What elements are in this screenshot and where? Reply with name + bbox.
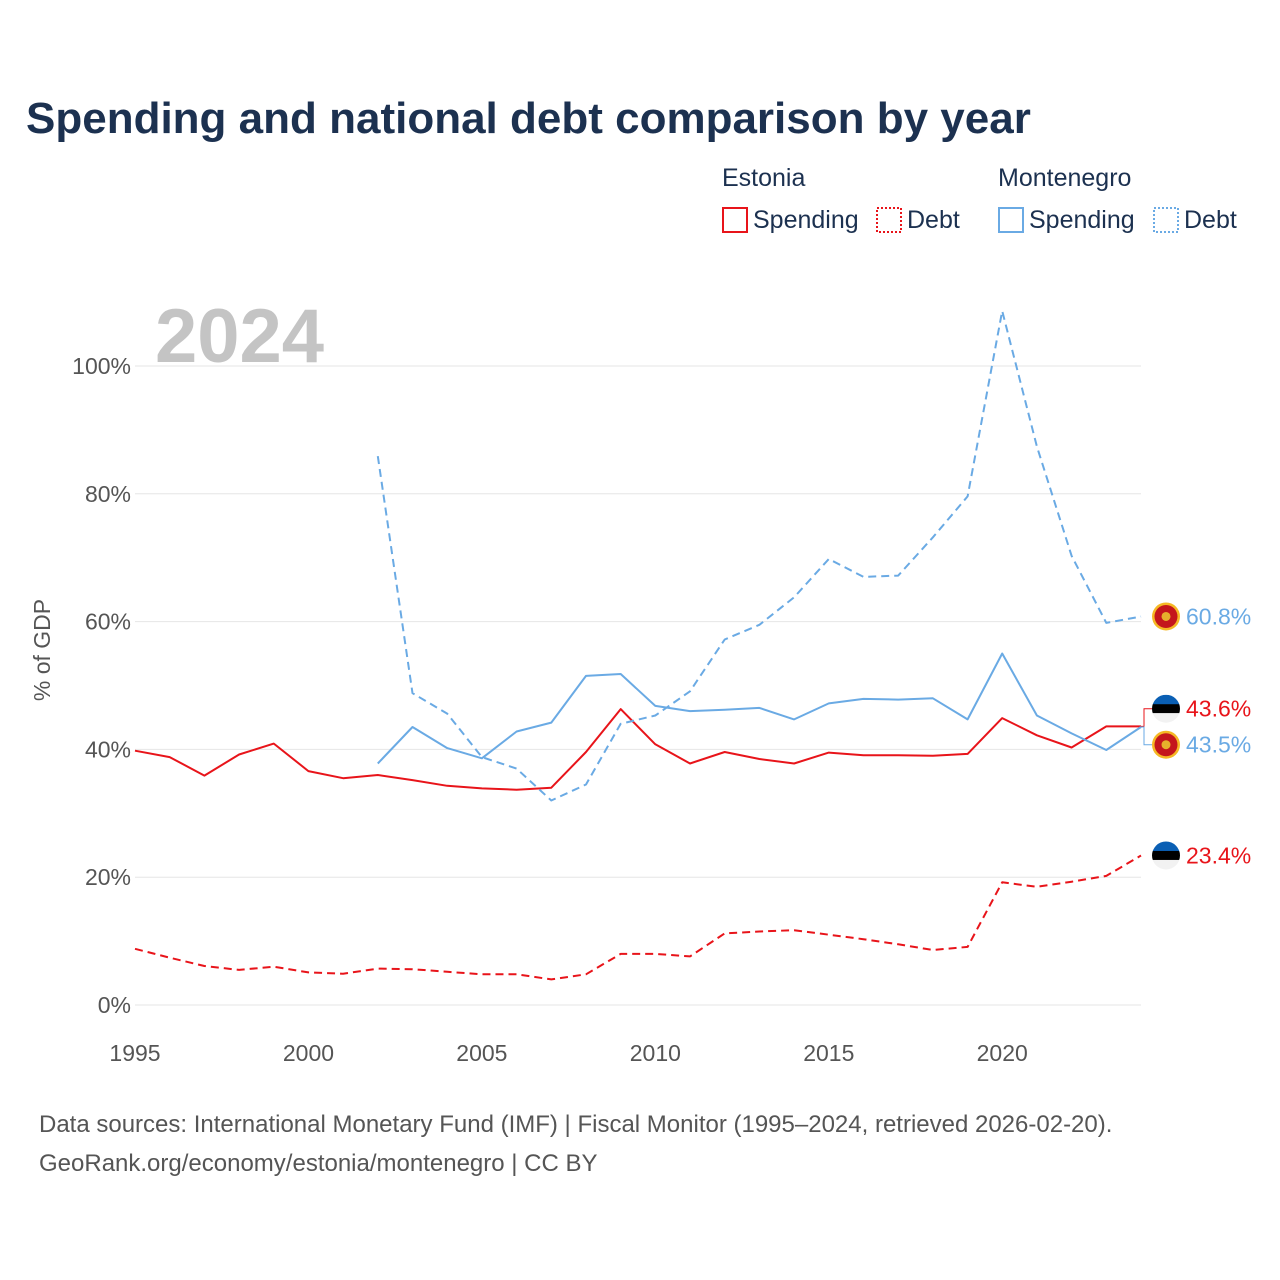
estonia-flag-icon bbox=[1152, 694, 1180, 723]
estonia-flag-icon bbox=[1152, 841, 1180, 870]
y-tick-label-80: 80% bbox=[85, 481, 131, 507]
end-label-connectors bbox=[1141, 708, 1152, 746]
flag-stripes bbox=[1152, 841, 1180, 870]
series-line-montenegro-debt bbox=[376, 310, 1142, 802]
x-tick-labels: 1995 2000 2005 2010 2015 2020 bbox=[109, 1040, 1027, 1066]
connector-montenegro-spending bbox=[1141, 726, 1152, 746]
y-tick-label-20: 20% bbox=[85, 864, 131, 890]
flag-stripe-blue bbox=[1152, 694, 1180, 705]
legend-label-montenegro-debt[interactable]: Debt bbox=[1184, 206, 1237, 234]
x-tick-label-2000: 2000 bbox=[283, 1040, 334, 1066]
flag-stripes bbox=[1152, 694, 1180, 723]
x-tick-label-2015: 2015 bbox=[803, 1040, 854, 1066]
x-tick-label-2005: 2005 bbox=[456, 1040, 507, 1066]
legend-swatch-estonia-spending bbox=[722, 207, 748, 233]
y-tick-label-60: 60% bbox=[85, 609, 131, 635]
series-line-montenegro-spending bbox=[377, 652, 1142, 765]
legend-label-estonia-spending[interactable]: Spending bbox=[753, 206, 859, 234]
montenegro-flag-icon bbox=[1152, 730, 1180, 759]
flag-emblem bbox=[1161, 740, 1171, 750]
end-label-estonia-debt: 23.4% bbox=[1186, 842, 1251, 868]
end-label-montenegro-spending: 43.5% bbox=[1186, 732, 1251, 758]
y-tick-label-100: 100% bbox=[72, 353, 131, 379]
connector-estonia-spending bbox=[1141, 708, 1152, 727]
series-line-estonia-spending bbox=[134, 708, 1141, 791]
year-watermark: 2024 bbox=[155, 294, 324, 379]
y-axis-label: % of GDP bbox=[29, 599, 55, 701]
montenegro-flag-icon bbox=[1152, 602, 1180, 631]
legend-swatch-montenegro-spending bbox=[998, 207, 1024, 233]
legend-label-estonia-debt[interactable]: Debt bbox=[907, 206, 960, 234]
flag-stripe-black bbox=[1152, 704, 1180, 714]
flag-emblem bbox=[1161, 611, 1171, 621]
flag-stripe-blue bbox=[1152, 841, 1180, 852]
end-label-estonia-spending: 43.6% bbox=[1186, 696, 1251, 722]
legend-swatch-montenegro-debt bbox=[1153, 207, 1179, 233]
source-line-2[interactable]: GeoRank.org/economy/estonia/montenegro |… bbox=[39, 1150, 598, 1177]
end-label-montenegro-debt: 60.8% bbox=[1186, 603, 1251, 629]
legend: Estonia Spending Debt Montenegro Spendin… bbox=[722, 164, 1237, 234]
end-labels: 43.6% 23.4% 43.5% 60.8% bbox=[1186, 603, 1251, 868]
flag-stripe-black bbox=[1152, 850, 1180, 860]
series-lines bbox=[134, 310, 1142, 981]
source-line-1: Data sources: International Monetary Fun… bbox=[39, 1111, 1112, 1138]
legend-country-estonia: Estonia bbox=[722, 164, 805, 192]
end-markers bbox=[1152, 602, 1180, 870]
x-tick-label-1995: 1995 bbox=[109, 1040, 160, 1066]
flag-stripe-white bbox=[1152, 859, 1180, 870]
flag-stripe-white bbox=[1152, 713, 1180, 723]
gridlines bbox=[135, 365, 1141, 1006]
legend-label-montenegro-spending[interactable]: Spending bbox=[1029, 206, 1135, 234]
legend-country-montenegro: Montenegro bbox=[998, 164, 1131, 192]
x-tick-label-2020: 2020 bbox=[977, 1040, 1028, 1066]
series-line-estonia-debt bbox=[134, 854, 1142, 981]
chart-title: Spending and national debt comparison by… bbox=[26, 94, 1031, 143]
x-tick-label-2010: 2010 bbox=[630, 1040, 681, 1066]
legend-swatch-estonia-debt bbox=[876, 207, 902, 233]
y-tick-label-0: 0% bbox=[98, 992, 131, 1018]
y-tick-labels: 0% 20% 40% 60% 80% 100% bbox=[72, 353, 131, 1018]
y-tick-label-40: 40% bbox=[85, 736, 131, 762]
